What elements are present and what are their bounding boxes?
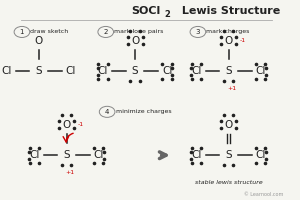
Text: Cl: Cl bbox=[2, 66, 12, 76]
Text: Cl: Cl bbox=[191, 150, 202, 160]
Text: S: S bbox=[225, 150, 232, 160]
Text: Cl: Cl bbox=[66, 66, 76, 76]
Text: -1: -1 bbox=[239, 38, 245, 43]
Text: S: S bbox=[63, 150, 70, 160]
Text: -1: -1 bbox=[77, 122, 83, 127]
Text: Cl: Cl bbox=[256, 150, 266, 160]
Text: O: O bbox=[224, 120, 233, 130]
Text: mark lone pairs: mark lone pairs bbox=[114, 29, 164, 34]
Text: O: O bbox=[34, 36, 43, 46]
Text: © Learnool.com: © Learnool.com bbox=[244, 192, 283, 197]
Text: 2: 2 bbox=[103, 29, 108, 35]
Text: Cl: Cl bbox=[94, 150, 104, 160]
Text: 2: 2 bbox=[164, 10, 170, 19]
Text: S: S bbox=[225, 66, 232, 76]
Text: +1: +1 bbox=[227, 86, 236, 91]
Text: Cl: Cl bbox=[98, 66, 108, 76]
Text: draw sketch: draw sketch bbox=[30, 29, 69, 34]
Text: +1: +1 bbox=[65, 170, 74, 175]
Text: O: O bbox=[62, 120, 71, 130]
Text: 3: 3 bbox=[196, 29, 200, 35]
Text: minimize charges: minimize charges bbox=[116, 109, 171, 114]
Text: O: O bbox=[131, 36, 139, 46]
Text: Cl: Cl bbox=[29, 150, 40, 160]
Text: O: O bbox=[224, 36, 233, 46]
Text: Cl: Cl bbox=[191, 66, 202, 76]
Text: Cl: Cl bbox=[162, 66, 172, 76]
Text: Cl: Cl bbox=[256, 66, 266, 76]
Text: 4: 4 bbox=[105, 109, 109, 115]
Text: 1: 1 bbox=[20, 29, 24, 35]
Text: SOCl: SOCl bbox=[132, 6, 161, 16]
Text: S: S bbox=[132, 66, 138, 76]
Text: stable lewis structure: stable lewis structure bbox=[195, 180, 262, 185]
Text: mark charges: mark charges bbox=[206, 29, 250, 34]
Text: S: S bbox=[35, 66, 42, 76]
Text: Lewis Structure: Lewis Structure bbox=[178, 6, 280, 16]
